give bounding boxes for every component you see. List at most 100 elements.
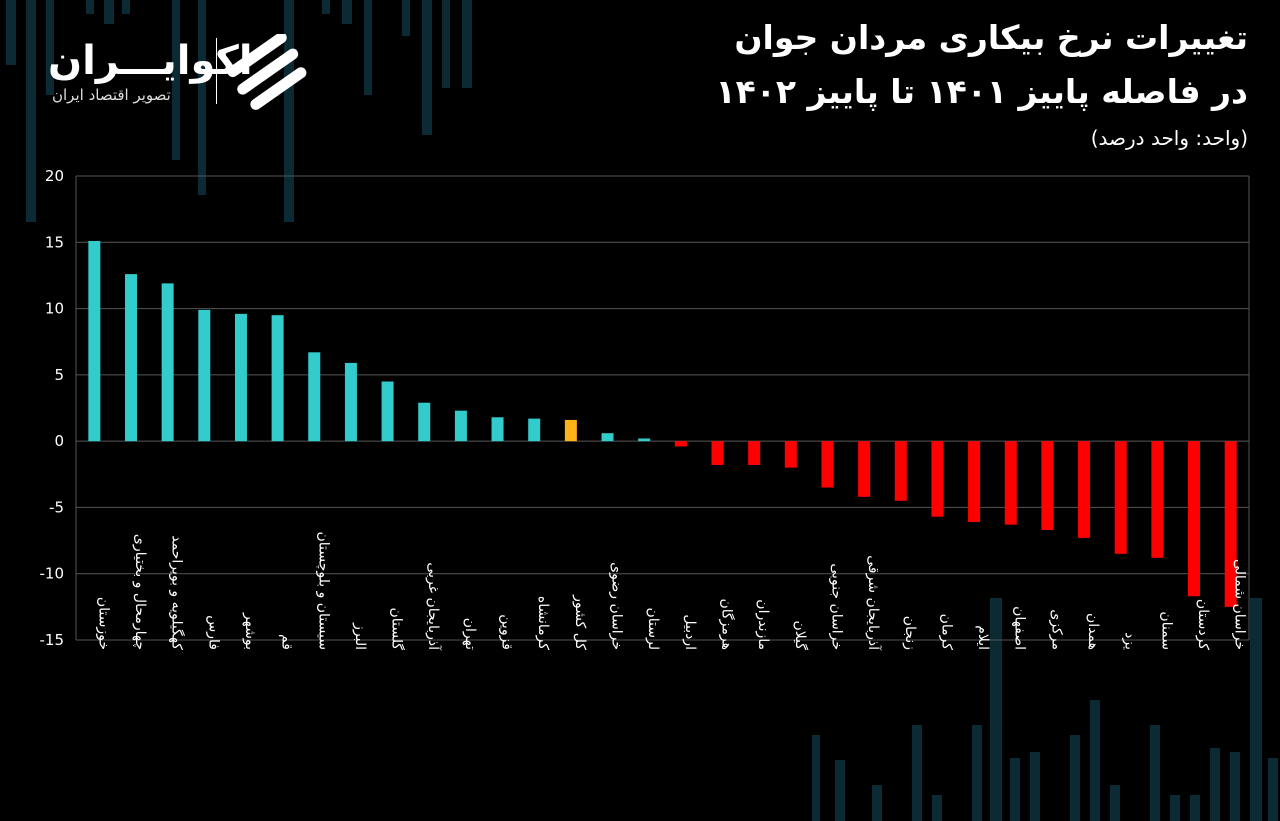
x-axis-labels: خوزستان چهارمحال و بختیاری کهگیلویه و بویر… (95, 531, 1247, 651)
bar (271, 315, 284, 442)
x-tick-label: قم (279, 634, 295, 650)
x-tick-label: زنجان (902, 616, 918, 650)
bar (674, 441, 687, 447)
bar (124, 274, 137, 442)
x-tick-label: کرمان (938, 614, 954, 651)
x-tick-label: همدان (1085, 613, 1101, 650)
x-tick-label: گلستان (389, 607, 406, 650)
x-tick-label: خراسان رضوی (609, 562, 625, 650)
brand-tagline: تصویر اقتصاد ایران (52, 86, 171, 104)
x-tick-label: هرمزگان (718, 598, 735, 650)
y-axis-ticks: 20 15 10 5 0 -5 -10 -15 (40, 167, 65, 649)
decor-stripe (872, 785, 882, 821)
decor-stripe (1230, 752, 1240, 821)
bar (234, 313, 247, 442)
bar (748, 441, 761, 466)
decor-stripe (104, 0, 114, 24)
x-tick-label: بوشهر (242, 612, 258, 650)
bar (638, 438, 651, 442)
decor-stripe (122, 0, 130, 14)
bar (1041, 441, 1054, 530)
decor-stripe (342, 0, 352, 24)
y-tick-label: 10 (45, 300, 64, 318)
x-tick-label: آذربایجان غربی (425, 562, 442, 651)
decor-stripe (86, 0, 94, 14)
x-tick-label: خراسان شمالی (1232, 559, 1248, 650)
y-tick-label: -15 (40, 631, 65, 649)
bar (88, 240, 101, 442)
y-tick-label: 15 (45, 233, 64, 251)
bar (198, 309, 211, 442)
bar (1114, 441, 1127, 554)
decor-stripe (364, 0, 372, 95)
decor-stripe (932, 795, 942, 821)
x-tick-label: تهران (462, 618, 478, 650)
y-tick-label: 20 (45, 167, 64, 185)
decor-stripe (1190, 795, 1200, 821)
x-tick-label: لرستان (645, 608, 661, 651)
bar (528, 418, 541, 442)
y-tick-label: 5 (54, 366, 64, 384)
x-tick-label: گیلان (792, 620, 809, 650)
decor-stripe (1010, 758, 1020, 821)
bar (601, 433, 614, 442)
x-tick-label: کردستان (1195, 599, 1211, 650)
x-tick-label: کل کشور (572, 594, 588, 650)
bar (858, 441, 871, 497)
decor-stripe (322, 0, 330, 14)
grid-lines (75, 175, 1250, 641)
bar (784, 441, 797, 468)
decor-stripe (1110, 785, 1120, 821)
bar (344, 362, 357, 442)
decor-stripe (812, 735, 820, 821)
bar (1224, 441, 1237, 607)
bar (418, 402, 431, 442)
decor-stripe (912, 725, 922, 821)
bar (1004, 441, 1017, 525)
decor-stripe (835, 760, 845, 821)
x-tick-label: خراسان جنوبی (828, 563, 844, 650)
decor-stripe (422, 0, 432, 135)
decor-stripe (1070, 735, 1080, 821)
decor-stripe (402, 0, 410, 36)
bar (491, 417, 504, 442)
bar (931, 441, 944, 517)
decor-stripe (972, 725, 982, 821)
bar (711, 441, 724, 466)
bar (1188, 441, 1201, 597)
y-tick-label: -5 (49, 498, 64, 516)
bar (821, 441, 834, 488)
bar (564, 419, 577, 442)
x-tick-label: مازندران (755, 599, 771, 650)
x-tick-label: اصفهان (1012, 606, 1028, 650)
x-tick-label: کهگیلویه و بویراحمد (169, 535, 186, 650)
decor-stripe (284, 0, 294, 222)
x-tick-label: آذربایجان شرقی (865, 555, 882, 651)
unit-label: (واحد: واحد درصد) (1090, 126, 1248, 150)
logo-divider (216, 38, 217, 104)
bar (968, 441, 981, 523)
bar (381, 381, 394, 442)
x-tick-label: قزوین (499, 614, 515, 650)
bar (1151, 441, 1164, 558)
x-tick-label: یزد (1122, 632, 1138, 650)
bar (454, 410, 467, 442)
decor-stripe (990, 598, 1002, 821)
x-tick-label: خوزستان (95, 597, 111, 650)
x-tick-label: چهارمحال و بختیاری (132, 534, 148, 650)
decor-stripe (442, 0, 450, 88)
decor-stripe (1030, 752, 1040, 821)
decor-stripe (46, 0, 54, 95)
bar (161, 283, 174, 442)
decor-stripe (1250, 598, 1262, 821)
y-tick-label: -10 (40, 565, 65, 583)
bar (894, 441, 907, 501)
decor-stripe (1268, 758, 1278, 821)
x-tick-label: فارس (205, 615, 221, 650)
decor-stripe (1150, 725, 1160, 821)
ecoiran-swirl-logo-icon (228, 34, 307, 110)
x-tick-label: ایلام (975, 625, 991, 650)
x-tick-label: مرکزی (1048, 609, 1064, 650)
x-tick-label: سیستان و بلوچستان (315, 531, 331, 650)
